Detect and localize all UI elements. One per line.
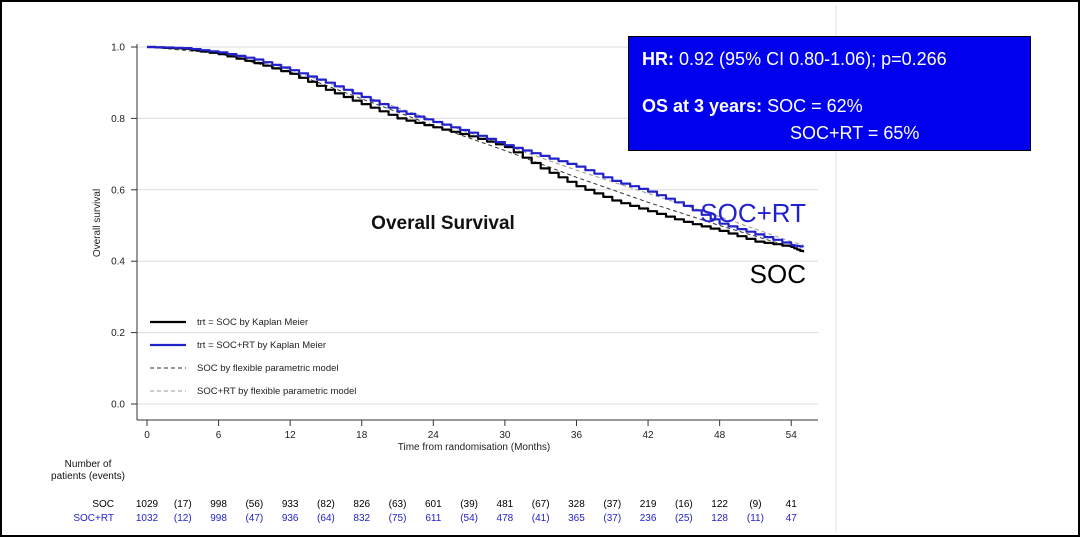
x-tick-label: 54	[786, 430, 798, 441]
x-tick-label: 48	[714, 430, 726, 441]
risk-cell: (47)	[245, 513, 263, 524]
risk-row-label-socrt: SOC+RT	[73, 513, 114, 524]
y-axis-label: Overall survival	[92, 189, 103, 257]
risk-cell: 478	[497, 513, 514, 524]
risk-cell: (41)	[532, 513, 550, 524]
risk-cell: (64)	[317, 513, 335, 524]
risk-cell: 328	[568, 499, 585, 510]
x-tick-label: 24	[428, 430, 440, 441]
risk-cell: 826	[353, 499, 370, 510]
hr-line: HR: 0.92 (95% CI 0.80-1.06); p=0.266	[642, 49, 947, 70]
os-label: OS at 3 years:	[642, 96, 763, 116]
y-tick-label: 1.0	[111, 43, 125, 54]
risk-cell: (16)	[675, 499, 693, 510]
legend-label-socrt-fp: SOC+RT by flexible parametric model	[197, 386, 356, 397]
y-tick-label: 0.2	[111, 328, 125, 339]
y-tick-label: 0.6	[111, 185, 125, 196]
risk-cell: 933	[282, 499, 299, 510]
risk-table-header-line1: Number of	[65, 459, 112, 470]
curve-label-socrt: SOC+RT	[700, 198, 806, 228]
risk-cell: 219	[640, 499, 657, 510]
curve-label-soc: SOC	[750, 259, 806, 289]
legend-label-soc-km: trt = SOC by Kaplan Meier	[197, 317, 308, 328]
risk-row-label-soc: SOC	[92, 499, 114, 510]
risk-cell: (25)	[675, 513, 693, 524]
hazard-ratio-box: HR: 0.92 (95% CI 0.80-1.06); p=0.266 OS …	[628, 36, 1031, 151]
axes: 0.0 0.2 0.4 0.6 0.8 1.0 0 6 12 18 24 30 36 42 48 54	[111, 43, 818, 441]
risk-cell: 365	[568, 513, 585, 524]
risk-cell: 236	[640, 513, 657, 524]
x-tick-label: 18	[356, 430, 368, 441]
x-axis-label: Time from randomisation (Months)	[398, 442, 550, 453]
risk-cell: (75)	[389, 513, 407, 524]
os-soc-value: SOC = 62%	[767, 96, 863, 116]
risk-cell: 41	[786, 499, 798, 510]
chart-title: Overall Survival	[371, 213, 515, 234]
legend-label-socrt-km: trt = SOC+RT by Kaplan Meier	[197, 340, 326, 351]
risk-cell: 832	[353, 513, 370, 524]
series-line-soc-km	[147, 45, 805, 253]
hr-value: 0.92 (95% CI 0.80-1.06); p=0.266	[679, 49, 947, 69]
risk-cell: 601	[425, 499, 442, 510]
series-line-socrt-km	[147, 45, 805, 248]
risk-cell: (67)	[532, 499, 550, 510]
hr-label: HR:	[642, 49, 674, 69]
risk-cell: (17)	[174, 499, 192, 510]
y-tick-label: 0.0	[111, 400, 125, 411]
x-tick-label: 36	[571, 430, 583, 441]
x-tick-label: 30	[499, 430, 511, 441]
risk-cell: 936	[282, 513, 299, 524]
risk-cell: (82)	[317, 499, 335, 510]
legend: trt = SOC by Kaplan Meier trt = SOC+RT b…	[150, 317, 356, 397]
risk-cell: (56)	[245, 499, 263, 510]
risk-cell: (12)	[174, 513, 192, 524]
risk-cell: 122	[711, 499, 728, 510]
x-tick-label: 12	[285, 430, 297, 441]
risk-cell: (11)	[747, 513, 764, 524]
risk-table-header-line2: patients (events)	[51, 471, 125, 482]
os-socrt-value: SOC+RT = 65%	[790, 123, 920, 143]
risk-table: SOC 1029 (17) 998 (56) 933 (82) 826 (63) 601 (39) 4…	[73, 499, 797, 524]
risk-cell: (54)	[460, 513, 478, 524]
risk-cell: (39)	[460, 499, 478, 510]
y-tick-label: 0.8	[111, 114, 125, 125]
risk-cell: (37)	[603, 499, 621, 510]
series-lines	[146, 45, 805, 253]
risk-cell: 481	[497, 499, 514, 510]
risk-cell: 47	[786, 513, 798, 524]
risk-cell: (63)	[389, 499, 407, 510]
x-tick-label: 42	[642, 430, 654, 441]
risk-cell: 611	[425, 513, 441, 524]
x-tick-label: 6	[216, 430, 222, 441]
os-line: OS at 3 years: SOC = 62%	[642, 96, 863, 117]
risk-cell: 998	[210, 499, 227, 510]
risk-cell: 1029	[136, 499, 159, 510]
risk-cell: (9)	[749, 499, 761, 510]
risk-cell: 128	[711, 513, 728, 524]
y-tick-label: 0.4	[111, 257, 125, 268]
risk-cell: 1032	[136, 513, 159, 524]
legend-label-soc-fp: SOC by flexible parametric model	[197, 363, 339, 374]
x-tick-label: 0	[144, 430, 150, 441]
risk-cell: (37)	[603, 513, 621, 524]
risk-cell: 998	[210, 513, 227, 524]
